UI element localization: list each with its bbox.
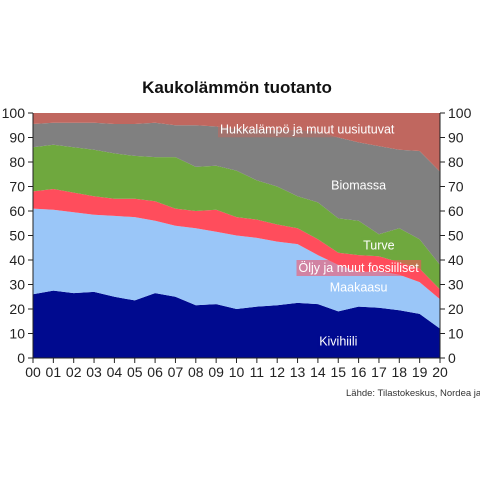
area--ljy-ja-muut-fossiiliset xyxy=(33,189,440,300)
x-tick-label: 12 xyxy=(269,364,285,380)
x-tick-label: 07 xyxy=(168,364,184,380)
y-tick-label-right: 100 xyxy=(448,105,472,121)
series-label-bg xyxy=(317,333,360,350)
series-label-biomassa: Biomassa xyxy=(331,179,386,193)
x-tick-label: 00 xyxy=(25,364,41,380)
x-tick-label: 06 xyxy=(147,364,163,380)
y-tick-label-right: 0 xyxy=(448,350,456,366)
y-tick-label-right: 60 xyxy=(448,203,464,219)
y-tick-label-left: 10 xyxy=(9,326,25,342)
series-label-turve: Turve xyxy=(363,238,395,252)
x-tick-label: 14 xyxy=(310,364,326,380)
chart-source-note: Lähde: Tilastokeskus, Nordea ja Macrobon… xyxy=(346,388,480,399)
x-tick-label: 02 xyxy=(66,364,82,380)
y-tick-label-left: 40 xyxy=(9,252,25,268)
x-tick-label: 19 xyxy=(412,364,428,380)
series-label--ljy-ja-muut-fossiiliset: Öljy ja muut fossiiliset xyxy=(299,261,420,275)
series-label-bg xyxy=(217,121,397,138)
y-tick-label-left: 50 xyxy=(9,228,25,244)
y-tick-label-right: 80 xyxy=(448,154,464,170)
series-labels: Kivihiili Maakaasu Öljy ja muut fossiilise… xyxy=(217,121,422,350)
area-maakaasu xyxy=(33,208,440,329)
series-label-bg xyxy=(329,177,389,194)
x-tick-label: 11 xyxy=(250,364,265,380)
area-biomassa xyxy=(33,122,440,265)
series-label-hukkal-mp-ja-muut-uusiutuvat: Hukkalämpö ja muut uusiutuvat xyxy=(220,122,395,136)
y-tick-label-left: 30 xyxy=(9,277,25,293)
x-tick-label: 20 xyxy=(432,364,448,380)
x-tick-label: 10 xyxy=(229,364,245,380)
y-tick-label-right: 50 xyxy=(448,228,464,244)
y-tick-label-left: 70 xyxy=(9,179,25,195)
x-tick-label: 17 xyxy=(371,364,387,380)
y-tick-label-right: 90 xyxy=(448,130,464,146)
x-tick-label: 08 xyxy=(188,364,204,380)
x-tick-label: 15 xyxy=(330,364,346,380)
series-label-maakaasu: Maakaasu xyxy=(330,281,388,295)
chart-title: Kaukolämmön tuotanto xyxy=(142,78,332,97)
y-tick-label-left: 0 xyxy=(17,350,25,366)
x-tick-label: 16 xyxy=(351,364,367,380)
y-tick-label-right: 70 xyxy=(448,179,464,195)
y-tick-label-right: 10 xyxy=(448,326,464,342)
y-tick-label-left: 20 xyxy=(9,301,25,317)
series-label-bg xyxy=(361,237,397,254)
y-tick-label-left: 90 xyxy=(9,130,25,146)
y-tick-label-right: 20 xyxy=(448,301,464,317)
y-tick-label-left: 100 xyxy=(2,105,26,121)
series-label-kivihiili: Kivihiili xyxy=(319,335,357,349)
stacked-areas xyxy=(33,113,440,358)
y-tick-label-left: 80 xyxy=(9,154,25,170)
series-label-bg xyxy=(296,260,422,276)
y-tick-label-right: 40 xyxy=(448,252,464,268)
x-tick-label: 01 xyxy=(46,364,62,380)
x-tick-label: 05 xyxy=(127,364,143,380)
x-tick-label: 13 xyxy=(290,364,306,380)
area-turve xyxy=(33,144,440,290)
x-tick-label: 18 xyxy=(392,364,408,380)
x-tick-label: 04 xyxy=(107,364,123,380)
y-tick-label-right: 30 xyxy=(448,277,464,293)
series-label-bg xyxy=(327,279,390,296)
x-tick-label: 09 xyxy=(208,364,224,380)
x-tick-label: 03 xyxy=(86,364,102,380)
y-tick-label-left: 60 xyxy=(9,203,25,219)
